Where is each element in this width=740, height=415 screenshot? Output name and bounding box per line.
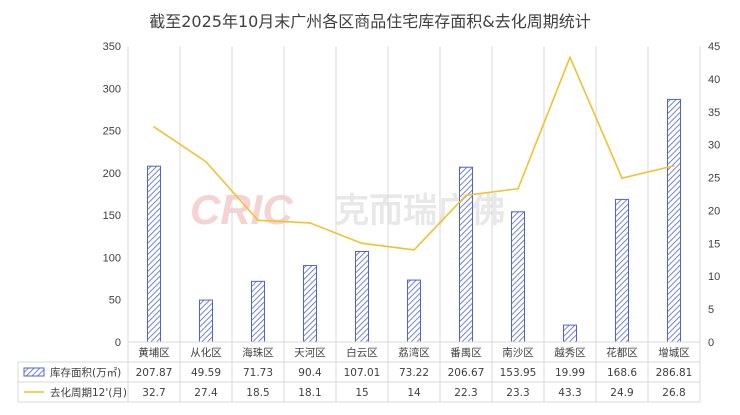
- line-point: [569, 56, 571, 58]
- y-right-tick-label: 35: [708, 107, 720, 119]
- x-category-label: 番禺区: [450, 347, 482, 359]
- x-category-label: 越秀区: [554, 346, 586, 359]
- watermark-logo: CRIC: [190, 186, 293, 233]
- y-right-tick-label: 15: [708, 238, 720, 250]
- x-category-label: 天河区: [294, 347, 326, 359]
- cycle-value: 32.7: [142, 387, 165, 399]
- inventory-value: 168.6: [607, 367, 637, 379]
- cycle-value: 24.9: [610, 387, 633, 399]
- inventory-value: 206.67: [448, 367, 485, 379]
- line-point: [413, 249, 415, 251]
- cycle-value: 23.3: [506, 387, 529, 399]
- axes: 0 50 100 150 200 250 300 350 0 5 10 15 20 25 30 35 40 45: [103, 41, 721, 349]
- line-point: [465, 194, 467, 197]
- line-point: [361, 242, 363, 245]
- bars: [147, 98, 681, 343]
- chart-title: 截至2025年10月末广州各区商品住宅库存面积&去化周期统计: [149, 12, 591, 31]
- data-table: 黄埔区 从化区 海珠区 天河区 白云区 荔湾区 番禺区 南沙区 越秀区 花都区 增城区库存面积(万㎡…: [17, 341, 701, 403]
- bar-inventory: [303, 265, 317, 343]
- y-right-tick-label: 40: [708, 74, 720, 86]
- x-category-label: 增城区: [658, 346, 690, 359]
- y-left-tick-label: 250: [103, 126, 121, 138]
- cycle-value: 18.5: [246, 387, 269, 399]
- cycle-value: 43.3: [558, 387, 581, 399]
- legend-key-inventory: [23, 367, 45, 377]
- bar-inventory: [563, 324, 577, 343]
- line-point: [309, 222, 311, 224]
- inventory-value: 286.81: [656, 367, 693, 379]
- inventory-value: 90.4: [298, 367, 322, 379]
- cycle-value: 18.1: [298, 387, 321, 399]
- line-series: [153, 56, 675, 251]
- line-point: [517, 187, 519, 190]
- y-right-tick-label: 30: [708, 140, 720, 152]
- y-left-tick-label: 100: [103, 252, 121, 264]
- y-left-tick-label: 0: [115, 337, 121, 349]
- bar-inventory: [511, 211, 525, 343]
- y-left-tick-label: 350: [103, 41, 121, 53]
- line-point: [673, 164, 675, 167]
- line-point: [257, 219, 259, 222]
- bar-inventory: [459, 166, 473, 343]
- inventory-value: 153.95: [500, 367, 537, 379]
- legend-label-cycle: 去化周期12'(月): [50, 386, 127, 399]
- y-right-tick-label: 10: [708, 271, 720, 283]
- line-point: [621, 177, 623, 180]
- y-right-tick-label: 0: [708, 337, 714, 349]
- inventory-value: 49.59: [191, 367, 221, 379]
- x-category-label: 花都区: [606, 346, 638, 359]
- grid: [127, 46, 701, 342]
- inventory-value: 107.01: [344, 367, 381, 379]
- line-point: [153, 126, 155, 128]
- x-category-label: 黄埔区: [138, 346, 170, 359]
- y-right-tick-label: 5: [708, 304, 714, 316]
- bar-inventory: [667, 98, 681, 343]
- line-point: [205, 160, 207, 163]
- inventory-value: 71.73: [243, 367, 273, 379]
- bar-inventory: [615, 198, 629, 343]
- y-right-tick-label: 25: [708, 173, 720, 185]
- bar-inventory: [407, 279, 421, 343]
- y-left-tick-label: 50: [109, 295, 121, 307]
- x-category-label: 从化区: [190, 346, 222, 359]
- y-left-tick-label: 300: [103, 83, 121, 95]
- x-category-label: 白云区: [346, 346, 378, 359]
- cycle-value: 26.8: [662, 387, 685, 399]
- bar-inventory: [199, 299, 213, 343]
- watermark: CRIC 克而瑞广佛: [190, 186, 505, 233]
- bar-inventory: [355, 251, 369, 343]
- x-category-label: 南沙区: [502, 346, 534, 359]
- inventory-value: 207.87: [136, 367, 173, 379]
- cycle-value: 27.4: [194, 387, 218, 399]
- y-left-tick-label: 150: [103, 210, 121, 222]
- y-right-tick-label: 45: [708, 41, 720, 53]
- y-left-tick-label: 200: [103, 168, 121, 180]
- x-category-label: 海珠区: [242, 346, 274, 359]
- y-right-tick-label: 20: [708, 205, 720, 217]
- cycle-value: 14: [407, 387, 421, 399]
- bar-inventory: [251, 280, 265, 343]
- cycle-value: 15: [355, 387, 368, 399]
- bar-inventory: [147, 165, 161, 343]
- cycle-value: 22.3: [454, 387, 477, 399]
- watermark-text: 克而瑞广佛: [335, 191, 505, 231]
- inventory-value: 19.99: [555, 367, 585, 379]
- legend-label-inventory: 库存面积(万㎡): [50, 366, 121, 379]
- x-category-label: 荔湾区: [398, 346, 430, 359]
- inventory-value: 73.22: [399, 367, 429, 379]
